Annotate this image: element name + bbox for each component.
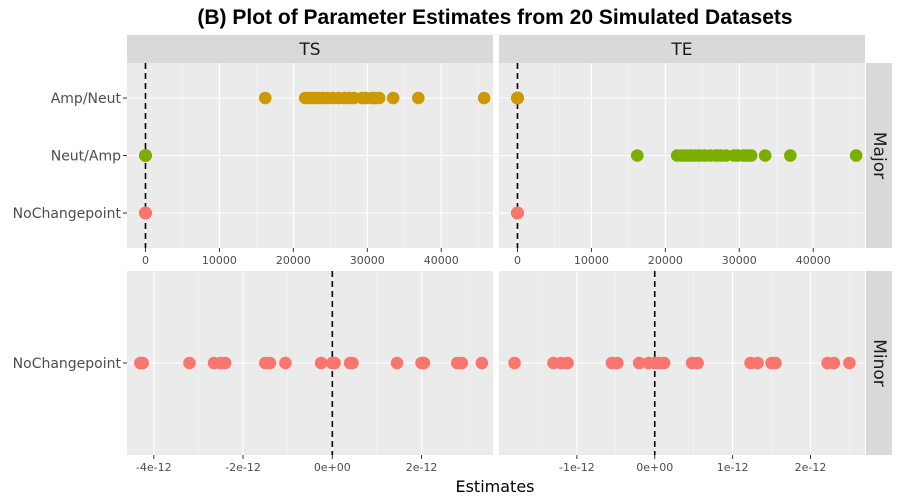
point-amp-neut xyxy=(372,91,386,105)
point-neut-amp xyxy=(744,149,758,162)
panel-te-minor: -1e-12 0e+00 1e-12 2e-12 xyxy=(499,271,865,474)
strip-minor xyxy=(866,271,892,455)
strip-major xyxy=(866,63,892,248)
x-tick-label: 30000 xyxy=(350,254,385,267)
x-tick-label: 20000 xyxy=(276,254,311,267)
point-nochangepoint xyxy=(561,356,574,370)
strip-label-te: TE xyxy=(670,40,692,60)
x-tick-label: -4e-12 xyxy=(136,461,172,474)
point-amp-neut xyxy=(386,91,400,105)
x-tick-label: 10000 xyxy=(574,254,609,267)
y-tick-label-nochangepoint: NoChangepoint xyxy=(13,206,122,222)
strip-ts xyxy=(127,35,493,63)
strip-label-major: Major xyxy=(869,132,889,179)
point-amp-neut xyxy=(511,91,524,105)
point-nochangepoint xyxy=(827,356,841,370)
point-neut-amp xyxy=(784,149,797,162)
x-tick-label: 0e+00 xyxy=(636,461,673,474)
x-tick-label: 0 xyxy=(514,254,521,267)
x-tick-label: 0e+00 xyxy=(314,461,351,474)
point-nochangepoint xyxy=(657,356,671,370)
point-nochangepoint xyxy=(390,356,404,370)
y-tick-label-amp-neut: Amp/Neut xyxy=(51,91,122,107)
point-nochangepoint xyxy=(511,206,524,220)
panels-layer: TS TE Major Minor 0 10000 20000 30000 40000 NoCha… xyxy=(13,35,892,474)
x-tick-label: 2e-12 xyxy=(406,461,438,474)
panel-ts-major: 0 10000 20000 30000 40000 NoChangepoint Neut/A… xyxy=(13,63,493,267)
point-nochangepoint xyxy=(475,356,489,370)
point-nochangepoint xyxy=(843,356,856,370)
x-tick-label: -1e-12 xyxy=(559,461,595,474)
x-tick-label: 1e-12 xyxy=(717,461,749,474)
point-nochangepoint xyxy=(455,356,469,370)
point-nochangepoint xyxy=(218,356,232,370)
point-nochangepoint xyxy=(183,356,196,370)
y-tick-label-nochangepoint: NoChangepoint xyxy=(13,356,122,372)
point-neut-amp xyxy=(758,149,772,162)
point-nochangepoint xyxy=(328,356,341,370)
x-axis-title: Estimates xyxy=(455,477,534,496)
x-tick-label: 40000 xyxy=(796,254,831,267)
point-amp-neut xyxy=(412,91,425,105)
panel-te-major: 0 10000 20000 30000 40000 xyxy=(499,63,865,267)
point-nochangepoint xyxy=(769,356,782,370)
chart-title: (B) Plot of Parameter Estimates from 20 … xyxy=(197,6,792,29)
point-nochangepoint xyxy=(611,356,624,370)
point-nochangepoint xyxy=(691,356,704,370)
x-tick-label: 0 xyxy=(142,254,149,267)
point-nochangepoint xyxy=(508,356,521,370)
point-nochangepoint xyxy=(417,356,431,370)
x-tick-label: 2e-12 xyxy=(795,461,827,474)
point-amp-neut xyxy=(477,91,491,105)
point-nochangepoint xyxy=(751,356,764,370)
x-tick-label: -2e-12 xyxy=(225,461,261,474)
strip-label-ts: TS xyxy=(298,40,320,60)
point-nochangepoint xyxy=(632,356,646,370)
x-tick-label: 10000 xyxy=(202,254,237,267)
panel-ts-minor: -4e-12 -2e-12 0e+00 2e-12 NoChangepoint xyxy=(13,271,493,474)
point-neut-amp xyxy=(630,149,644,162)
x-tick-label: 30000 xyxy=(722,254,757,267)
strip-te xyxy=(499,35,865,63)
x-tick-label: 40000 xyxy=(424,254,459,267)
y-tick-label-neut-amp: Neut/Amp xyxy=(51,149,121,165)
point-amp-neut xyxy=(258,91,272,105)
point-nochangepoint xyxy=(346,356,359,370)
point-nochangepoint xyxy=(136,356,149,370)
point-nochangepoint xyxy=(314,356,328,370)
point-nochangepoint xyxy=(139,206,152,220)
strip-label-minor: Minor xyxy=(869,339,889,387)
x-tick-label: 20000 xyxy=(648,254,683,267)
point-neut-amp xyxy=(139,149,152,162)
point-neut-amp xyxy=(849,149,863,162)
point-nochangepoint xyxy=(263,356,277,370)
point-nochangepoint xyxy=(279,356,292,370)
